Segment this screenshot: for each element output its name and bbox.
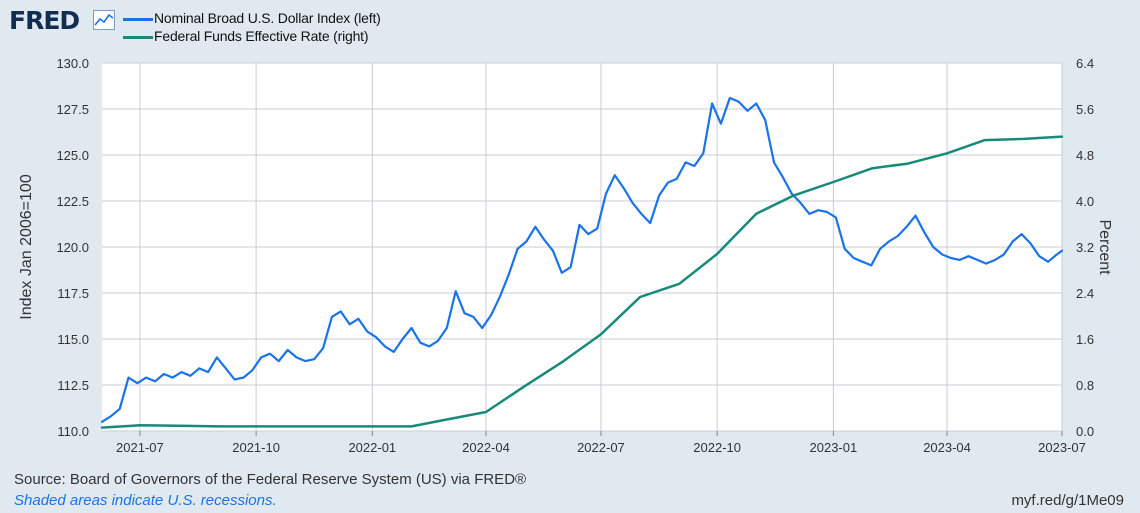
y-axis-left-title: Index Jan 2006=100 bbox=[18, 174, 35, 320]
legend-label-fed-funds: Federal Funds Effective Rate (right) bbox=[154, 28, 369, 44]
x-tick-label: 2022-10 bbox=[693, 440, 741, 455]
x-tick-label: 2022-04 bbox=[462, 440, 510, 455]
y-tick-label-right: 3.2 bbox=[1076, 240, 1094, 255]
short-url[interactable]: myf.red/g/1Me09 bbox=[1011, 492, 1124, 509]
legend-swatch-fed-funds bbox=[123, 36, 153, 39]
y-tick-label-right: 6.4 bbox=[1076, 56, 1094, 71]
legend-swatch-dollar-index bbox=[123, 18, 153, 21]
y-tick-label-left: 125.0 bbox=[56, 148, 89, 163]
y-tick-label-left: 110.0 bbox=[57, 424, 89, 439]
y-tick-label-left: 127.5 bbox=[56, 102, 89, 117]
chart-header: FRED Nominal Broad U.S. Dollar Index (le… bbox=[0, 0, 1140, 50]
x-tick-label: 2021-07 bbox=[116, 440, 164, 455]
y-tick-label-right: 0.0 bbox=[1076, 424, 1094, 439]
y-tick-label-left: 117.5 bbox=[57, 286, 89, 301]
y-tick-label-right: 4.8 bbox=[1076, 148, 1094, 163]
legend-label-dollar-index: Nominal Broad U.S. Dollar Index (left) bbox=[154, 10, 381, 26]
recession-note[interactable]: Shaded areas indicate U.S. recessions. bbox=[14, 492, 277, 509]
y-axis-right-title: Percent bbox=[1096, 219, 1113, 275]
y-axis-right: 0.0 0.8 1.6 2.4 3.2 4.0 4.8 5.6 6.4 bbox=[1076, 56, 1094, 439]
x-tick-label: 2023-07 bbox=[1038, 440, 1086, 455]
x-axis: 2021-07 2021-10 2022-01 2022-04 2022-07 2022-… bbox=[116, 431, 1086, 455]
y-tick-label-left: 122.5 bbox=[56, 194, 89, 209]
fred-logo[interactable]: FRED bbox=[9, 6, 80, 35]
chart-line-icon bbox=[93, 10, 115, 30]
y-tick-label-right: 0.8 bbox=[1076, 378, 1094, 393]
y-tick-label-right: 4.0 bbox=[1076, 194, 1094, 209]
series-line-fed-funds bbox=[100, 135, 1064, 429]
gridlines bbox=[102, 62, 1063, 432]
x-tick-label: 2021-10 bbox=[232, 440, 280, 455]
y-tick-label-left: 115.0 bbox=[57, 332, 89, 347]
x-tick-label: 2022-07 bbox=[577, 440, 625, 455]
y-tick-label-left: 112.5 bbox=[57, 378, 89, 393]
y-tick-label-right: 1.6 bbox=[1076, 332, 1094, 347]
y-tick-label-right: 2.4 bbox=[1076, 286, 1094, 301]
x-tick-label: 2023-01 bbox=[810, 440, 858, 455]
series-line-dollar-index bbox=[100, 96, 1064, 423]
source-note: Source: Board of Governors of the Federa… bbox=[14, 471, 527, 488]
x-tick-label: 2023-04 bbox=[923, 440, 971, 455]
y-tick-label-left: 120.0 bbox=[56, 240, 89, 255]
y-tick-label-right: 5.6 bbox=[1076, 102, 1094, 117]
y-axis-left: 110.0 112.5 115.0 117.5 120.0 122.5 125.0 127.5… bbox=[56, 56, 89, 439]
series-layer bbox=[100, 96, 1064, 429]
x-tick-label: 2022-01 bbox=[348, 440, 396, 455]
y-tick-label-left: 130.0 bbox=[56, 56, 89, 71]
